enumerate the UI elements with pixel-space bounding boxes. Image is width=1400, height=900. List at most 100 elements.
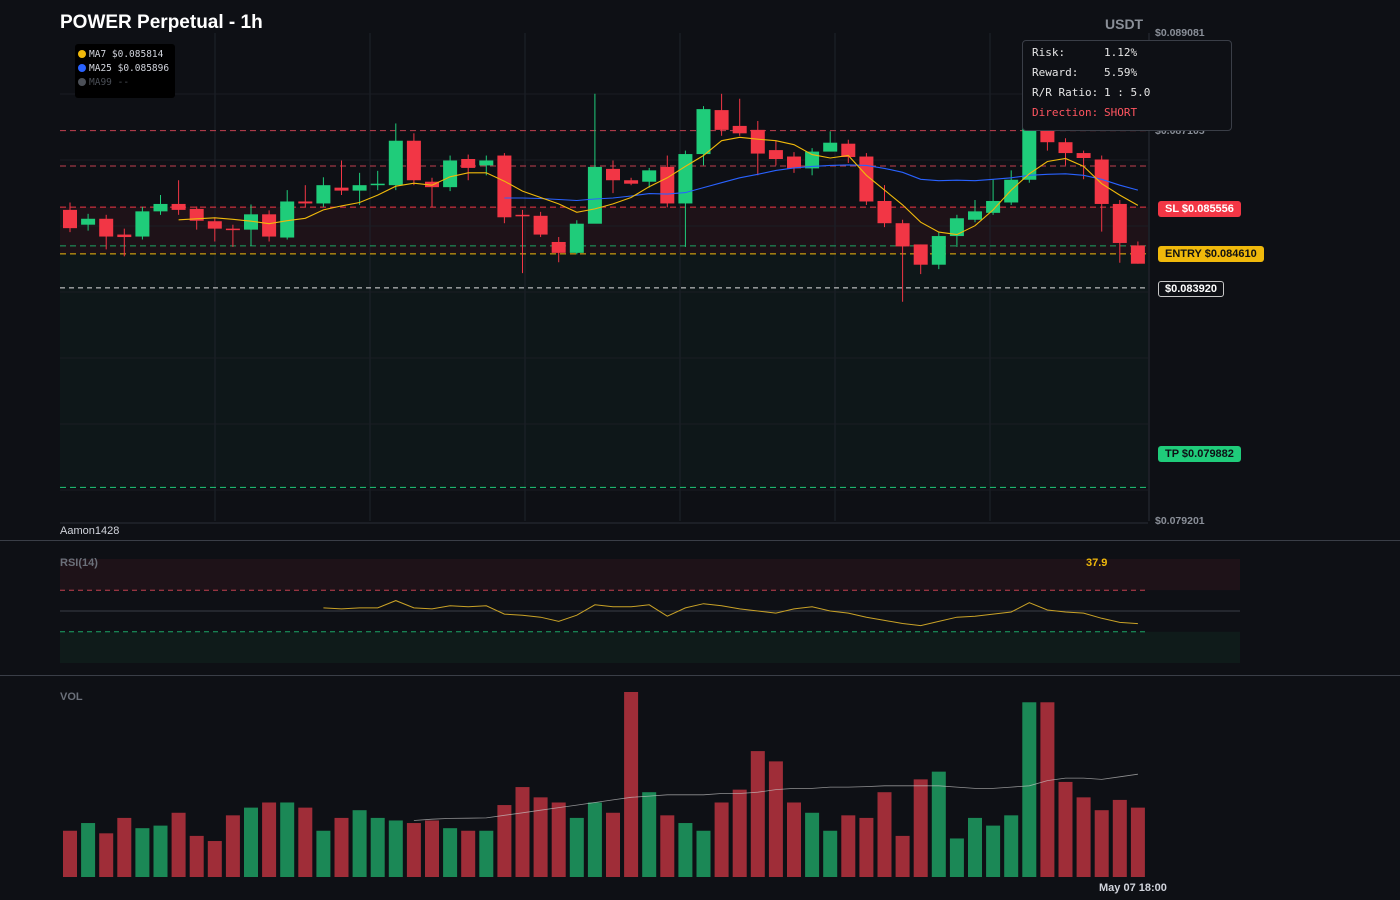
direction-key: Direction: xyxy=(1032,106,1099,119)
volume-bar-31 xyxy=(624,692,639,877)
volume-bar-41 xyxy=(805,812,820,877)
volume-bar-9 xyxy=(225,815,240,877)
x-axis-date-label: May 07 18:00 xyxy=(1099,882,1167,894)
candle-body-56 xyxy=(1076,153,1091,159)
volume-bar-3 xyxy=(117,817,132,877)
volume-bar-28 xyxy=(569,817,584,877)
legend-ma7: MA7 $0.085814 xyxy=(78,48,175,62)
volume-ma-line xyxy=(413,773,1138,821)
candle-body-3 xyxy=(117,234,132,238)
candle-body-17 xyxy=(370,183,385,186)
axis-top-price: $0.089081 xyxy=(1155,27,1205,39)
volume-bar-54 xyxy=(1040,702,1055,877)
volume-bar-39 xyxy=(768,761,783,877)
ma7-line xyxy=(178,136,1139,236)
candle-body-9 xyxy=(225,228,240,231)
volume-bar-56 xyxy=(1076,797,1091,877)
volume-bar-46 xyxy=(895,835,910,877)
volume-bar-32 xyxy=(642,792,657,877)
candle-body-15 xyxy=(334,187,349,191)
watermark: Aamon1428 xyxy=(60,525,120,537)
candle-body-16 xyxy=(352,185,367,191)
candle-body-34 xyxy=(678,154,693,204)
ma25-dot-icon xyxy=(78,64,86,72)
price-panel-separator xyxy=(0,540,1400,541)
candle-body-55 xyxy=(1058,142,1073,154)
entry-tag[interactable]: ENTRY $0.084610 xyxy=(1158,246,1264,262)
candle-body-45 xyxy=(877,200,892,224)
legend-ma25-label: MA25 $0.085896 xyxy=(89,63,170,74)
candle-body-42 xyxy=(823,142,838,152)
volume-bar-53 xyxy=(1022,702,1037,877)
volume-bar-49 xyxy=(949,838,964,877)
volume-bar-13 xyxy=(298,807,313,877)
reward-key: Reward: xyxy=(1032,66,1079,79)
volume-bar-22 xyxy=(461,830,476,877)
candle-body-31 xyxy=(624,180,639,184)
candle-body-37 xyxy=(732,125,747,134)
candle-body-18 xyxy=(388,140,403,186)
candle-body-1 xyxy=(81,218,96,225)
volume-bar-45 xyxy=(877,792,892,877)
volume-bar-2 xyxy=(99,833,114,877)
volume-bar-35 xyxy=(696,830,711,877)
candle-body-30 xyxy=(606,168,620,181)
volume-bar-14 xyxy=(316,830,331,877)
volume-bar-16 xyxy=(352,810,367,877)
volume-bar-21 xyxy=(443,828,458,877)
rr-ratio-row: R/R Ratio: 1 : 5.0 xyxy=(1032,86,1222,106)
candle-body-44 xyxy=(859,156,874,202)
volume-bar-23 xyxy=(479,830,494,877)
risk-reward-panel: Risk: 1.12% Reward: 5.59% R/R Ratio: 1 : 5.… xyxy=(1022,40,1232,131)
candle-body-52 xyxy=(1004,179,1019,203)
candle-body-14 xyxy=(316,185,331,204)
candle-body-8 xyxy=(207,221,222,229)
rr-ratio-key: R/R Ratio: xyxy=(1032,86,1099,99)
volume-bar-48 xyxy=(931,771,946,877)
candle-body-20 xyxy=(425,181,439,188)
volume-bar-4 xyxy=(135,828,150,877)
volume-bar-20 xyxy=(425,820,439,877)
volume-bar-8 xyxy=(207,841,222,877)
level-lines xyxy=(60,130,1148,488)
candle-body-5 xyxy=(153,203,168,212)
volume-bar-50 xyxy=(968,817,982,877)
volume-bar-15 xyxy=(334,817,349,877)
volume-bar-0 xyxy=(63,830,77,877)
volume-bar-59 xyxy=(1130,807,1145,877)
volume-bar-27 xyxy=(551,802,566,877)
rsi-panel xyxy=(60,559,1240,663)
candle-body-11 xyxy=(262,214,277,237)
candle-body-47 xyxy=(913,244,928,265)
reward-row: Reward: 5.59% xyxy=(1032,66,1222,86)
risk-key: Risk: xyxy=(1032,46,1066,59)
risk-row: Risk: 1.12% xyxy=(1032,46,1222,66)
candle-body-57 xyxy=(1094,159,1109,204)
price-zones xyxy=(60,207,1148,488)
volume-bar-29 xyxy=(587,802,602,877)
candle-body-50 xyxy=(968,211,982,220)
candle-body-0 xyxy=(63,209,77,229)
ma99-dot-icon xyxy=(78,78,86,86)
candle-body-19 xyxy=(406,140,421,181)
rr-ratio-value: 1 : 5.0 xyxy=(1104,86,1151,99)
reward-zone xyxy=(60,253,1148,488)
volume-bar-42 xyxy=(823,830,838,877)
take-profit-tag[interactable]: TP $0.079882 xyxy=(1158,446,1241,462)
direction-value: SHORT xyxy=(1104,106,1138,119)
volume-bar-51 xyxy=(986,825,1001,877)
candle-body-23 xyxy=(479,160,494,166)
volume-bar-12 xyxy=(280,802,295,877)
stop-loss-tag[interactable]: SL $0.085556 xyxy=(1158,201,1241,217)
volume-bar-34 xyxy=(678,823,693,877)
volume-bar-47 xyxy=(913,779,928,877)
volume-bar-55 xyxy=(1058,781,1073,877)
legend-ma7-label: MA7 $0.085814 xyxy=(89,49,164,60)
volume-bar-19 xyxy=(406,823,421,877)
legend-ma99: MA99 -- xyxy=(78,76,175,90)
risk-value: 1.12% xyxy=(1104,46,1138,59)
volume-bar-30 xyxy=(606,812,620,877)
volume-bar-17 xyxy=(370,817,385,877)
candle-body-58 xyxy=(1112,203,1127,243)
quote-currency: USDT xyxy=(1105,16,1144,32)
